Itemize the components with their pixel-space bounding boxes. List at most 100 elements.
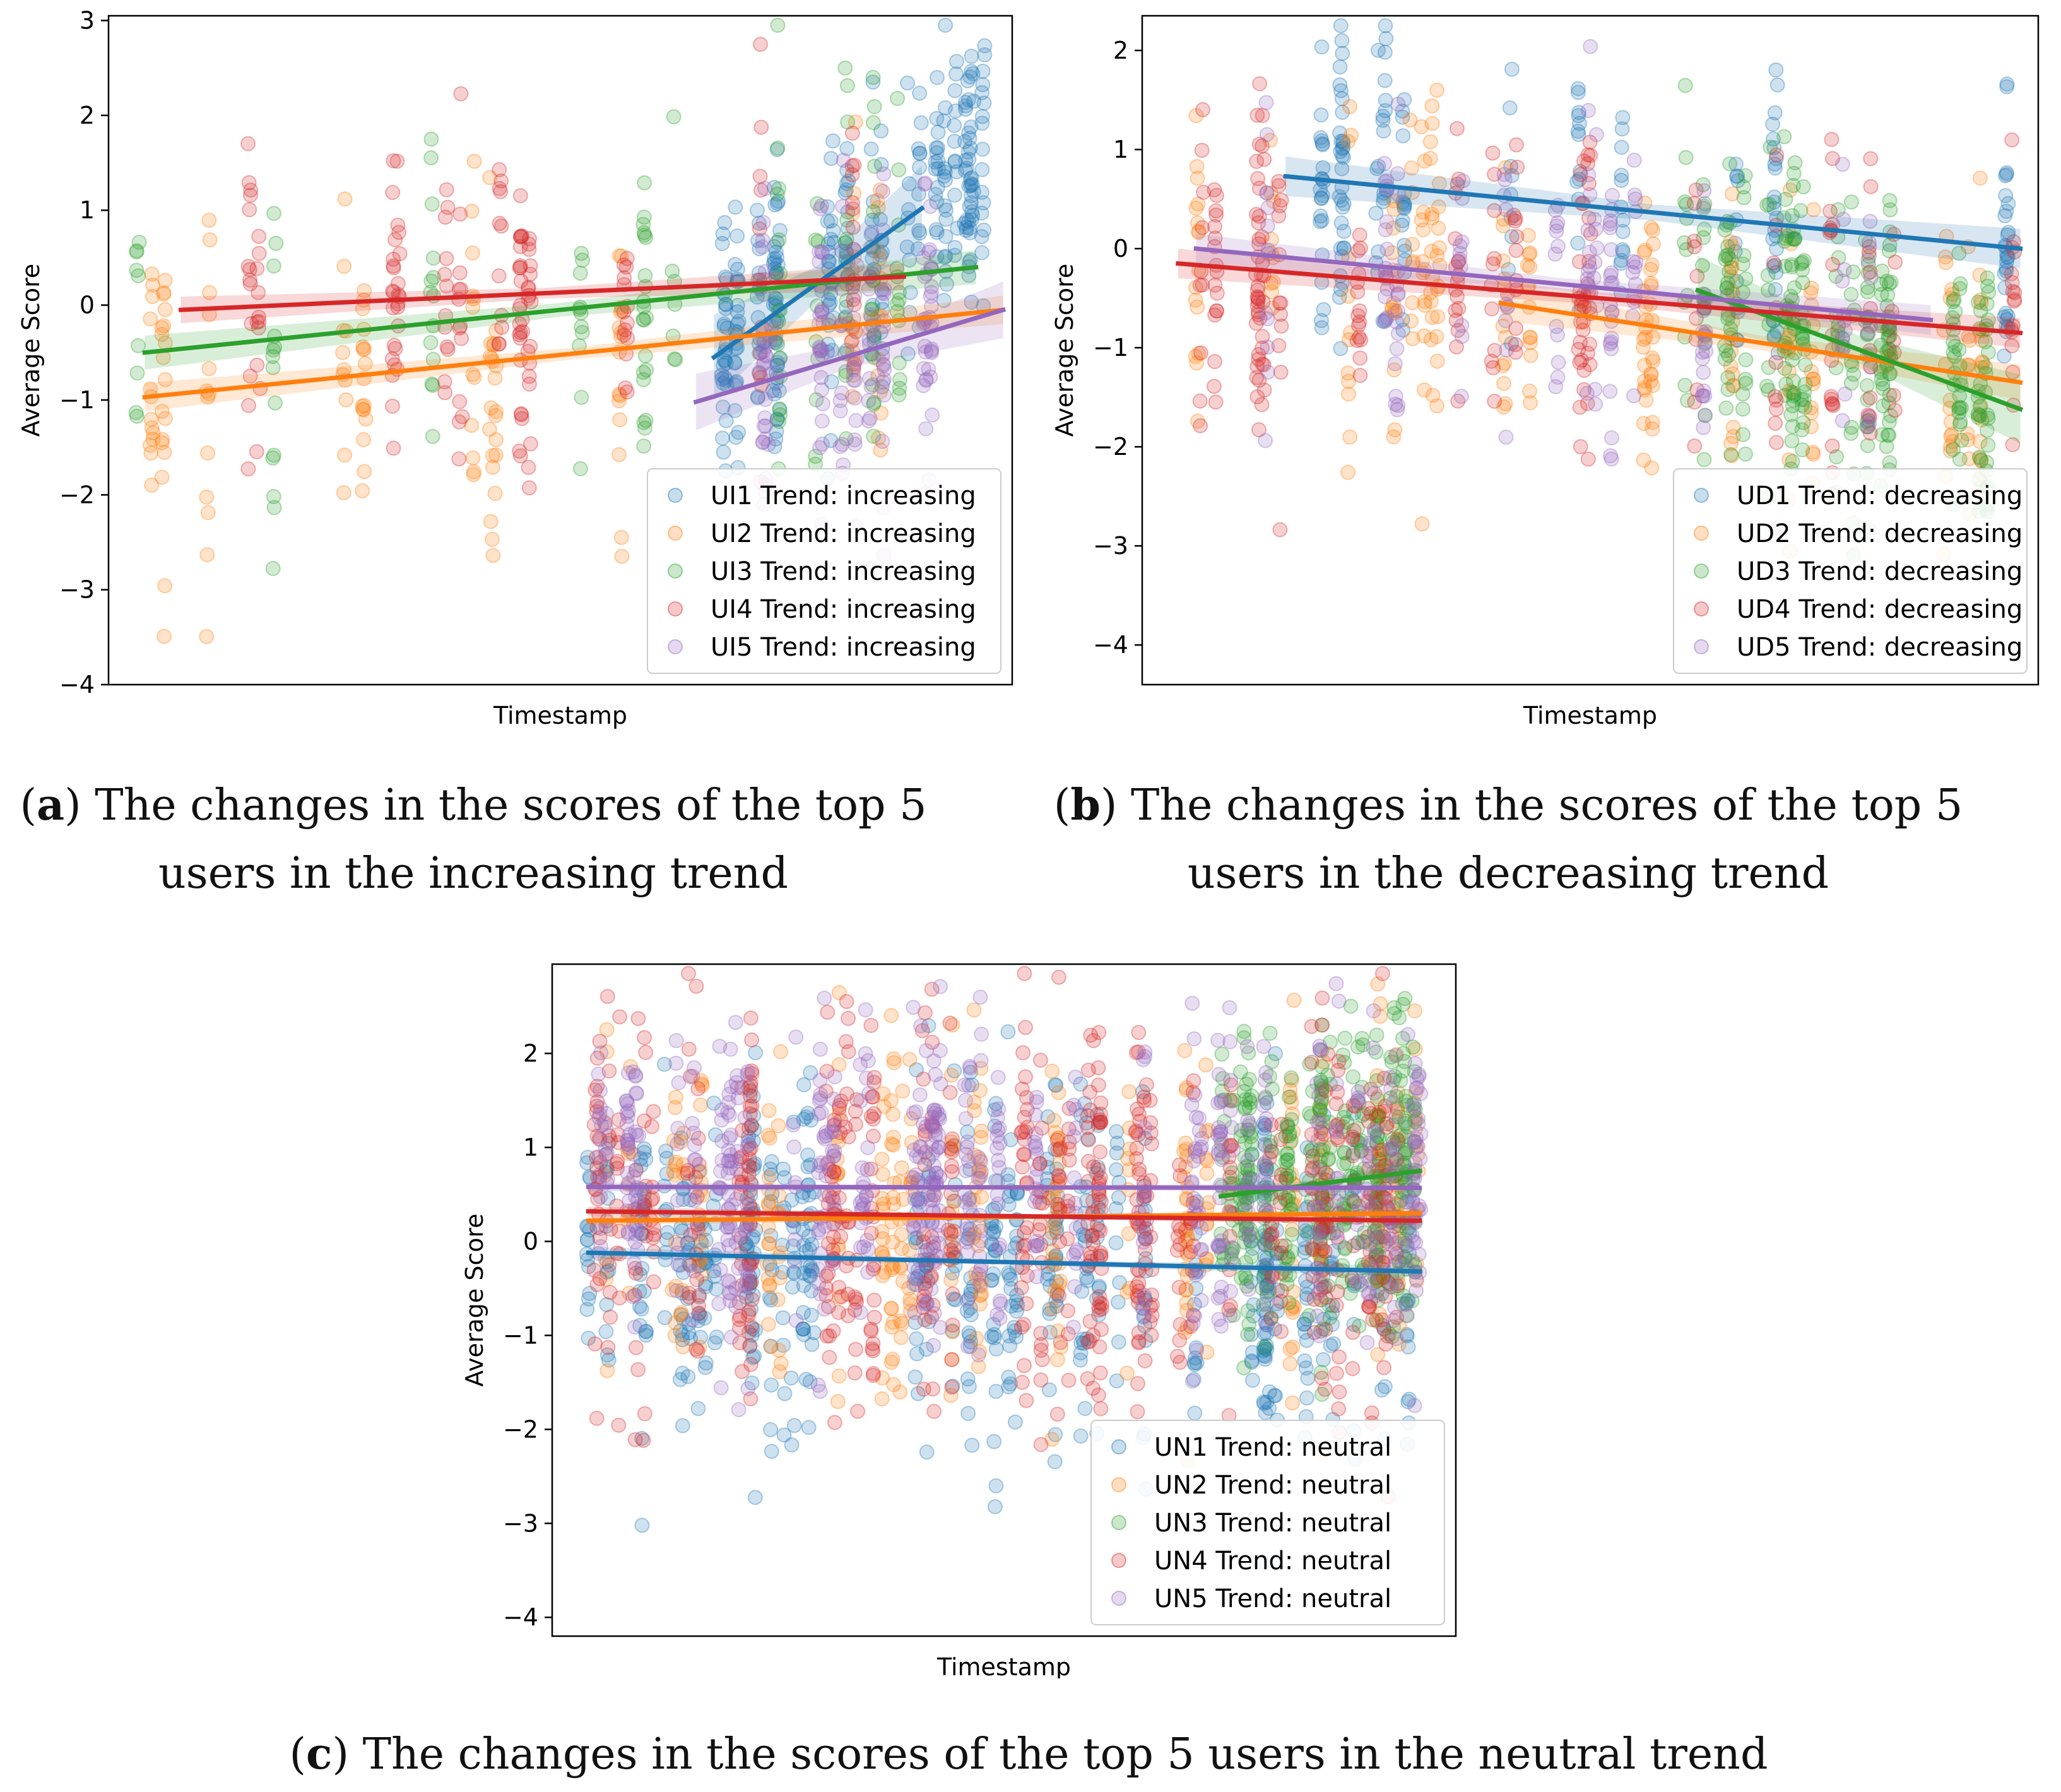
data-point: [1335, 135, 1351, 151]
data-point: [1952, 416, 1968, 432]
data-point: [813, 1155, 829, 1170]
data-point: [1570, 235, 1586, 251]
data-point: [1051, 1085, 1066, 1100]
data-point: [1334, 33, 1350, 49]
legend-marker: [1694, 601, 1709, 616]
data-point: [962, 225, 978, 240]
data-point: [938, 228, 954, 244]
data-point: [639, 362, 654, 378]
data-point: [1196, 184, 1212, 200]
data-point: [1804, 405, 1819, 421]
data-point: [916, 361, 931, 377]
data-point: [1017, 965, 1032, 981]
data-point: [961, 125, 977, 141]
data-point: [1255, 294, 1271, 310]
data-point: [1945, 310, 1961, 326]
data-point: [814, 302, 830, 317]
data-point: [1794, 398, 1810, 413]
data-point: [1785, 208, 1800, 223]
data-point: [859, 1070, 874, 1086]
data-point: [1497, 329, 1513, 345]
data-point: [1015, 1159, 1030, 1175]
data-point: [938, 18, 954, 33]
data-point: [1188, 201, 1204, 216]
data-point: [1271, 178, 1287, 194]
data-point: [1571, 254, 1587, 269]
data-point: [1721, 348, 1737, 363]
data-point: [1414, 516, 1430, 532]
data-point: [1824, 391, 1840, 407]
data-point: [1645, 353, 1661, 369]
data-point: [766, 239, 782, 254]
data-point: [1952, 281, 1968, 297]
data-point: [251, 309, 266, 325]
data-point: [768, 265, 784, 281]
data-point: [512, 327, 528, 343]
data-point: [1875, 376, 1891, 392]
data-point: [1580, 451, 1596, 467]
data-point: [1687, 438, 1703, 454]
data-point: [712, 1039, 728, 1054]
data-point: [1332, 77, 1348, 93]
data-point: [769, 142, 785, 158]
data-point: [1259, 185, 1275, 201]
data-point: [1273, 318, 1289, 334]
data-point: [744, 1032, 760, 1048]
data-point: [1625, 254, 1641, 269]
data-point: [242, 276, 258, 292]
data-point: [488, 432, 504, 447]
data-point: [579, 1232, 595, 1247]
data-point: [1637, 373, 1653, 389]
data-point: [957, 163, 973, 179]
data-point: [964, 212, 979, 228]
legend-label: UD4 Trend: decreasing: [1737, 595, 2023, 624]
data-point: [1689, 268, 1705, 284]
data-point: [1637, 358, 1653, 373]
data-point: [1424, 210, 1440, 226]
data-point: [493, 218, 509, 234]
data-point: [1882, 455, 1898, 471]
data-point: [718, 297, 733, 312]
data-point: [1309, 1308, 1325, 1324]
data-point: [598, 1324, 614, 1340]
data-point: [1244, 1353, 1260, 1369]
data-point: [616, 327, 632, 343]
data-point: [129, 244, 145, 260]
legend-marker: [1694, 563, 1709, 579]
data-point: [1999, 165, 2014, 180]
data-point: [1645, 329, 1660, 345]
data-point: [900, 75, 916, 91]
data-point: [769, 411, 785, 427]
data-point: [1172, 1355, 1188, 1370]
data-point: [1378, 18, 1393, 33]
data-point: [1603, 265, 1619, 281]
data-point: [1364, 1405, 1379, 1421]
data-point: [638, 1044, 654, 1060]
legend-label: UD1 Trend: decreasing: [1737, 481, 2023, 510]
data-point: [874, 379, 890, 394]
data-point: [919, 1444, 935, 1460]
data-point: [902, 1292, 918, 1307]
data-point: [1696, 452, 1712, 468]
data-point: [947, 154, 963, 170]
data-point: [964, 1437, 980, 1453]
data-point: [145, 288, 160, 304]
data-point: [242, 262, 257, 278]
data-point: [493, 173, 509, 189]
data-point: [893, 1313, 909, 1329]
data-point: [1996, 348, 2012, 364]
data-point: [358, 411, 374, 427]
data-point: [1717, 222, 1733, 238]
data-point: [1091, 1025, 1107, 1040]
data-point: [1487, 343, 1503, 358]
data-point: [1395, 109, 1410, 125]
data-point: [1723, 447, 1739, 463]
data-point: [846, 367, 861, 383]
data-point: [834, 243, 849, 259]
data-point: [1255, 329, 1270, 345]
data-point: [814, 342, 830, 358]
data-point: [1874, 286, 1889, 302]
data-point: [1999, 312, 2015, 327]
data-point: [1603, 341, 1619, 357]
y-tick-label: −1: [1093, 334, 1128, 362]
